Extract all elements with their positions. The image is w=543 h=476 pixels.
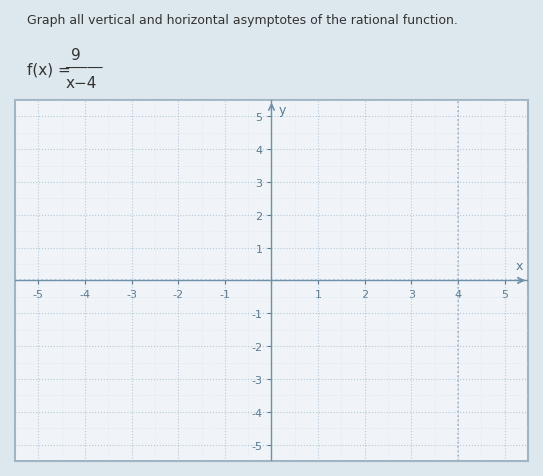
Text: f(x) =: f(x) = <box>27 62 71 77</box>
Text: x: x <box>516 260 523 273</box>
Text: 9: 9 <box>71 48 80 62</box>
Text: y: y <box>279 104 286 117</box>
Text: Graph all vertical and horizontal asymptotes of the rational function.: Graph all vertical and horizontal asympt… <box>27 14 458 27</box>
Text: x−4: x−4 <box>65 76 97 91</box>
Text: ─────: ───── <box>65 62 103 75</box>
